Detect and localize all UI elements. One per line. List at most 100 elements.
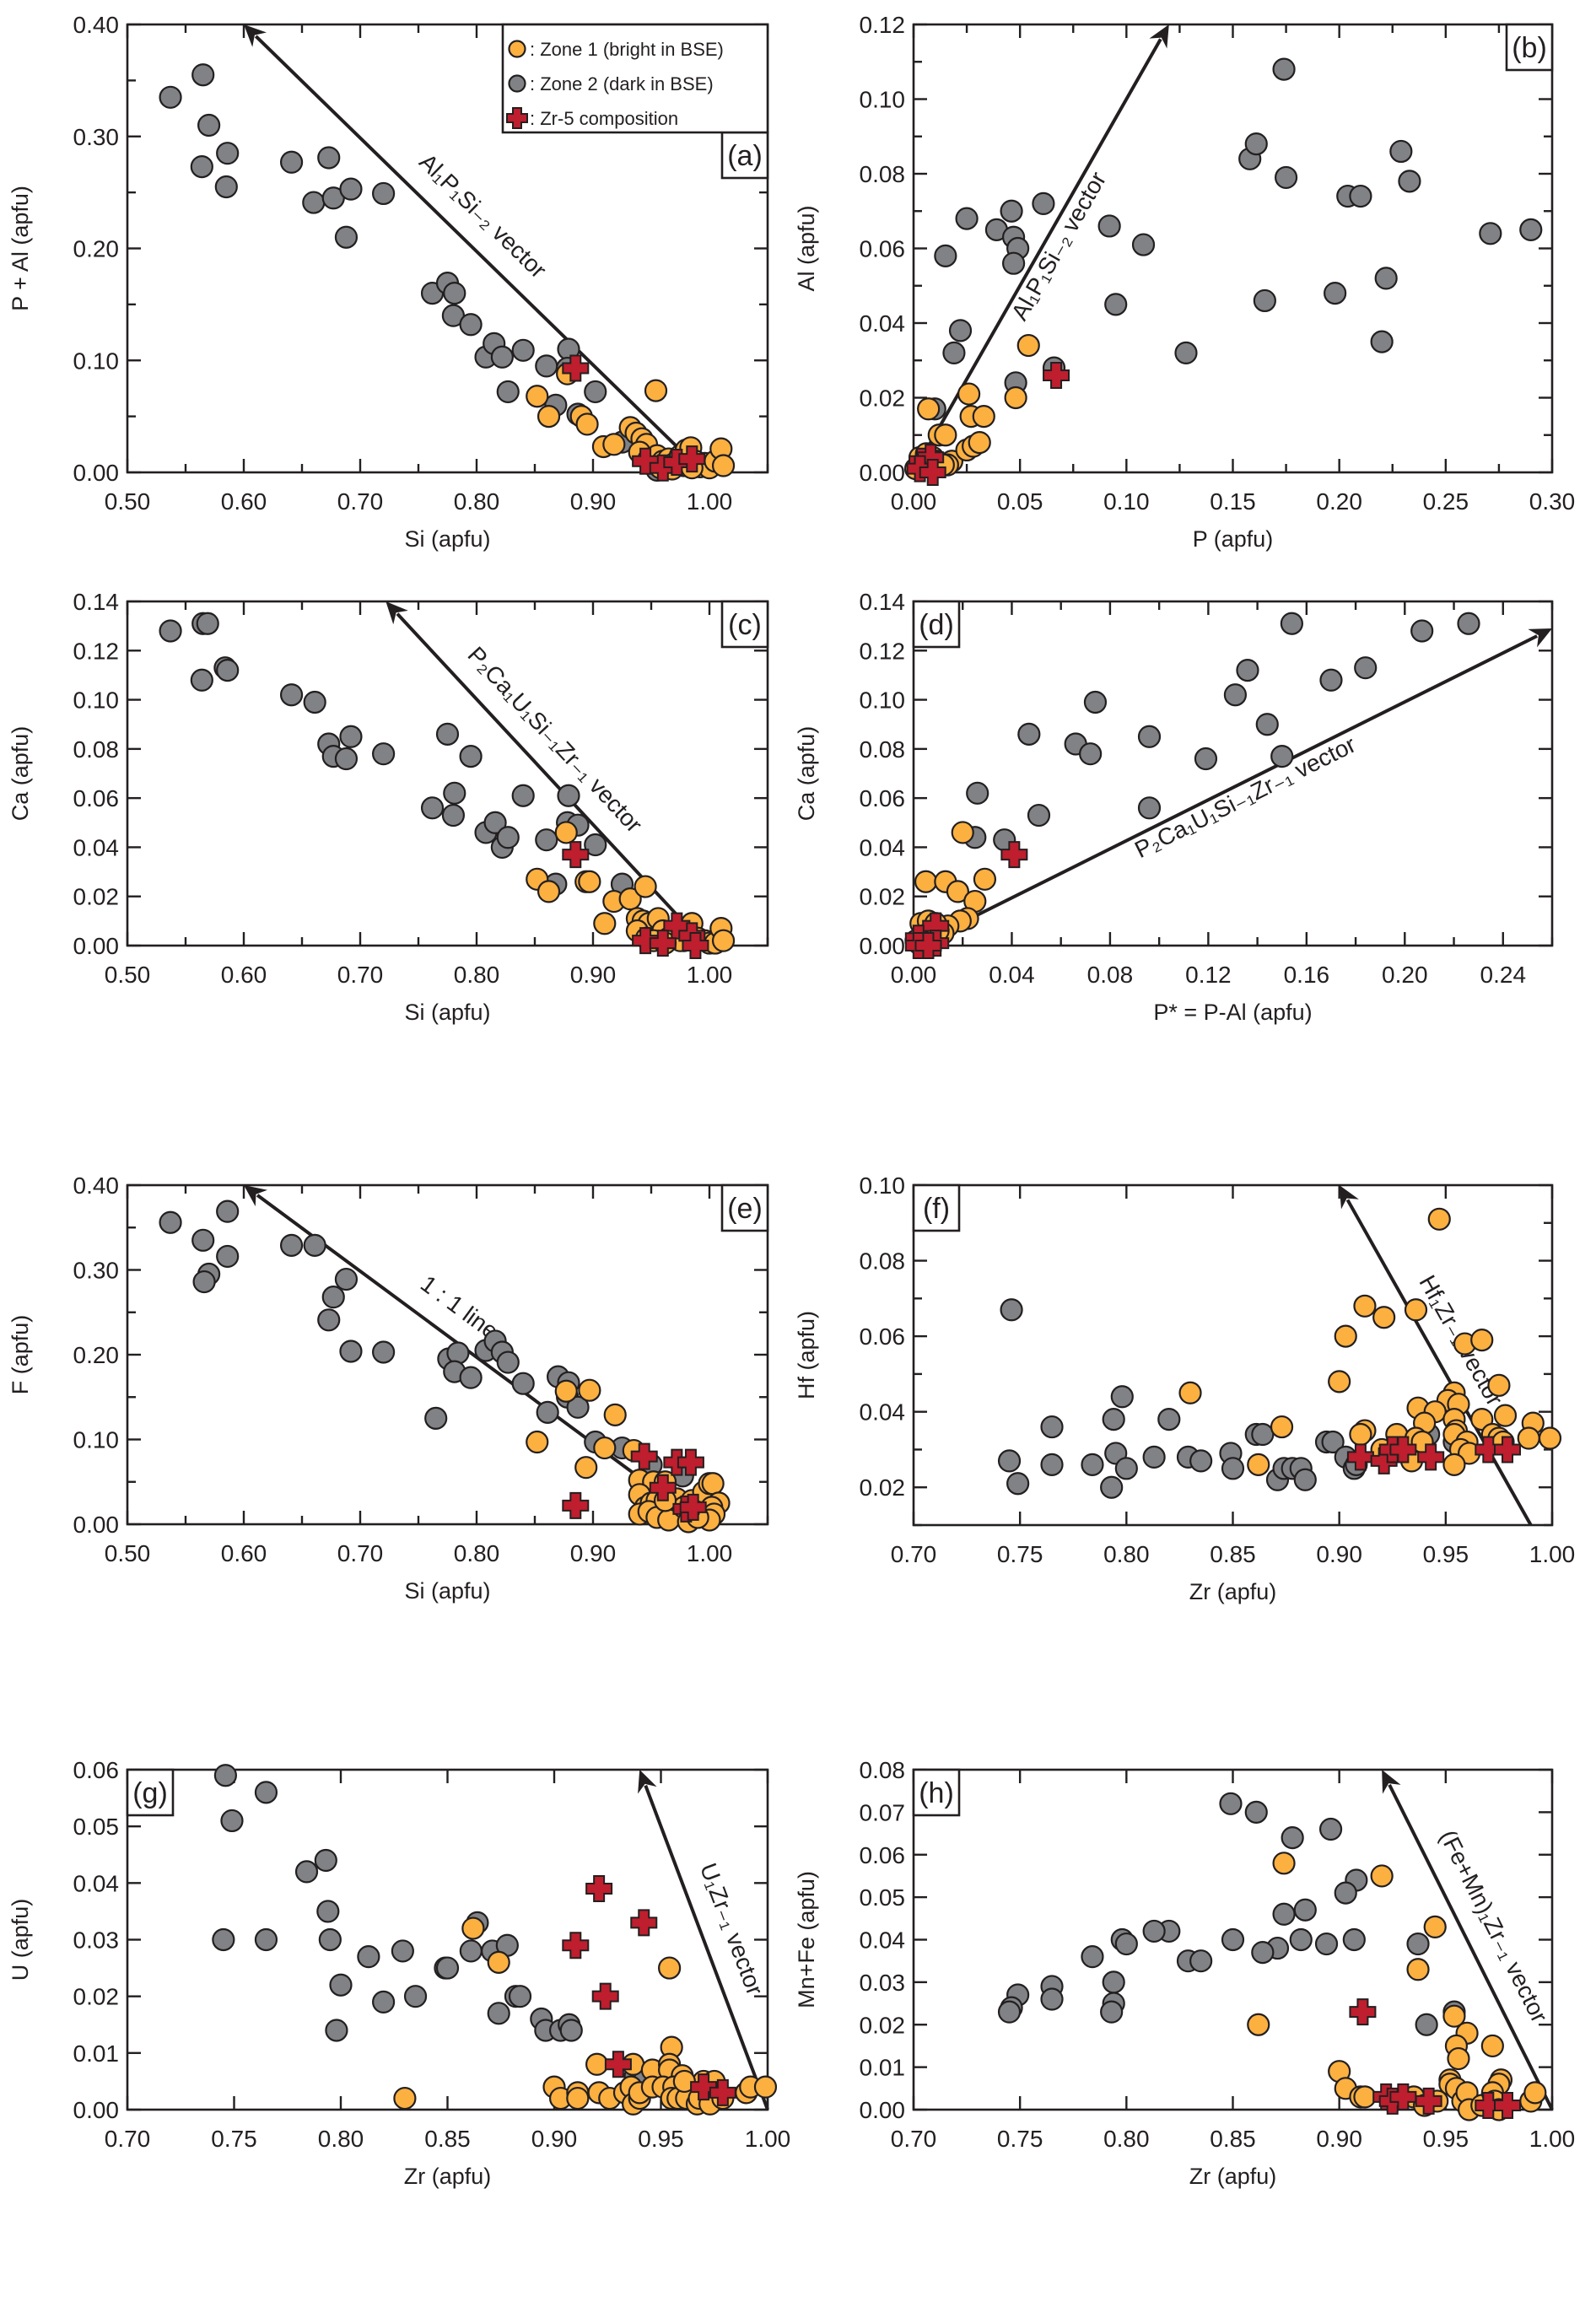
x-tick-label: 0.75 (211, 2126, 257, 2152)
data-point-zone2 (403, 1985, 428, 2008)
x-tick-label: 1.00 (687, 488, 733, 515)
y-tick-label: 0.30 (73, 124, 120, 150)
data-point-zone2 (372, 1340, 396, 1364)
data-point-zone2 (997, 2000, 1022, 2024)
data-point-zr5 (1346, 1443, 1374, 1471)
panel-label: (d) (919, 609, 954, 641)
legend-label: : Zone 2 (dark in BSE) (530, 73, 714, 94)
data-point-zone2 (1081, 1453, 1104, 1476)
data-point-zone1 (934, 423, 957, 447)
data-point-zone2 (159, 619, 182, 643)
data-point-zr5 (690, 2073, 718, 2101)
data-point-zone2 (1000, 1298, 1023, 1322)
data-point-zone1 (1442, 2004, 1466, 2028)
panel-c: 0.50 0.60 0.70 0.80 0.90 1.00 0.00 0.02 0.04 0.06… (8, 589, 769, 1025)
data-point-zone1 (1372, 1306, 1396, 1329)
data-point-zone2 (159, 85, 182, 109)
vector-line (1388, 1783, 1554, 2110)
y-tick-label: 0.02 (73, 884, 120, 910)
data-point-zone2 (997, 1449, 1022, 1473)
data-point-zone1 (575, 412, 599, 436)
series-zone1 (1247, 1852, 1547, 2121)
data-point-zone2 (1142, 1919, 1166, 1943)
series-zone2 (159, 612, 696, 952)
data-point-zone2 (216, 1244, 240, 1269)
data-point-zone2 (303, 1233, 326, 1257)
data-point-zone2 (1370, 330, 1394, 353)
x-tick-label: 0.70 (337, 1540, 384, 1566)
data-point-zone1 (1423, 1915, 1447, 1938)
x-tick-label: 0.20 (1382, 962, 1428, 988)
x-tick-label: 0.16 (1284, 962, 1330, 988)
data-point-zone2 (1389, 139, 1413, 164)
vector-arrowhead-icon (638, 1770, 657, 1794)
data-point-zone2 (1110, 1385, 1134, 1409)
data-point-zone1 (536, 880, 561, 903)
data-point-zr5 (562, 841, 590, 869)
legend-marker-zr5-icon (506, 107, 528, 129)
x-tick-label: 0.70 (891, 1541, 937, 1567)
data-point-zone1 (554, 1379, 578, 1403)
panel-label-box (126, 1768, 175, 1817)
data-point-zone2 (294, 1860, 319, 1884)
data-point-zone1 (1272, 1852, 1296, 1875)
data-point-zone2 (1040, 1453, 1064, 1476)
data-point-zone2 (220, 1809, 244, 1833)
y-tick-label: 0.04 (73, 1870, 120, 1896)
y-tick-label: 0.08 (860, 736, 906, 763)
vector-label: U₁Zr₋₁ vector (695, 1860, 768, 1999)
data-point-zone2 (1519, 218, 1543, 241)
data-point-zone1 (585, 2052, 609, 2076)
data-point-zone1 (1493, 1404, 1518, 1427)
y-tick-label: 0.06 (860, 1323, 906, 1350)
data-point-zone2 (216, 1199, 240, 1223)
data-point-zone2 (197, 113, 221, 137)
data-point-zone2 (1137, 796, 1162, 820)
legend-label: : Zone 1 (bright in BSE) (530, 39, 724, 60)
data-point-zone2 (329, 1973, 353, 1997)
data-point-zr5 (1494, 1436, 1522, 1464)
x-tick-label: 1.00 (1529, 1541, 1576, 1567)
data-point-zone2 (496, 1350, 520, 1374)
data-point-zone2 (459, 313, 483, 337)
data-point-zone2 (1114, 1457, 1138, 1480)
y-tick-label: 0.04 (860, 310, 906, 337)
x-tick-label: 0.85 (424, 2126, 471, 2152)
data-point-zr5 (677, 1448, 704, 1476)
y-axis-title: F (apfu) (8, 1315, 33, 1395)
data-point-zone2 (1255, 713, 1279, 736)
y-tick-label: 0.10 (73, 1427, 120, 1453)
y-tick-label: 0.04 (860, 1399, 906, 1426)
data-point-zone2 (1324, 282, 1347, 305)
data-point-zone2 (1102, 1970, 1125, 1994)
vector-arrowhead-icon (244, 24, 267, 47)
data-point-zone1 (701, 1472, 725, 1496)
y-tick-label: 0.20 (73, 236, 120, 262)
x-tick-label: 0.10 (1103, 488, 1150, 515)
x-tick-label: 0.70 (105, 2126, 151, 2152)
data-point-zone2 (1194, 747, 1218, 771)
data-point-zone1 (602, 433, 626, 456)
series-zone1 (1178, 1207, 1562, 1476)
data-point-zone2 (441, 803, 466, 827)
data-point-zone1 (618, 887, 642, 911)
panel-g: 0.70 0.75 0.80 0.85 0.90 0.95 1.00 0.00 0.01 0.02… (8, 1757, 790, 2189)
data-point-zone2 (1406, 1932, 1430, 1956)
data-point-zone2 (321, 1286, 345, 1309)
data-point-zone2 (948, 319, 973, 342)
x-tick-label: 0.00 (891, 962, 937, 988)
x-tick-label: 0.90 (570, 1540, 617, 1566)
x-tick-label: 0.05 (997, 488, 1043, 515)
y-tick-label: 0.20 (73, 1342, 120, 1368)
data-point-zone1 (1470, 1328, 1494, 1352)
data-point-zone1 (603, 1403, 627, 1426)
y-tick-label: 0.12 (860, 12, 906, 38)
data-point-zone1 (526, 385, 549, 408)
panel-label: (b) (1512, 32, 1547, 64)
data-point-zone1 (1349, 1422, 1372, 1447)
data-point-zone1 (566, 2086, 590, 2110)
data-point-zone2 (339, 725, 363, 748)
y-tick-label: 0.06 (73, 1757, 120, 1783)
x-axis-title: Si (apfu) (404, 526, 490, 552)
x-tick-label: 0.20 (1316, 488, 1362, 515)
